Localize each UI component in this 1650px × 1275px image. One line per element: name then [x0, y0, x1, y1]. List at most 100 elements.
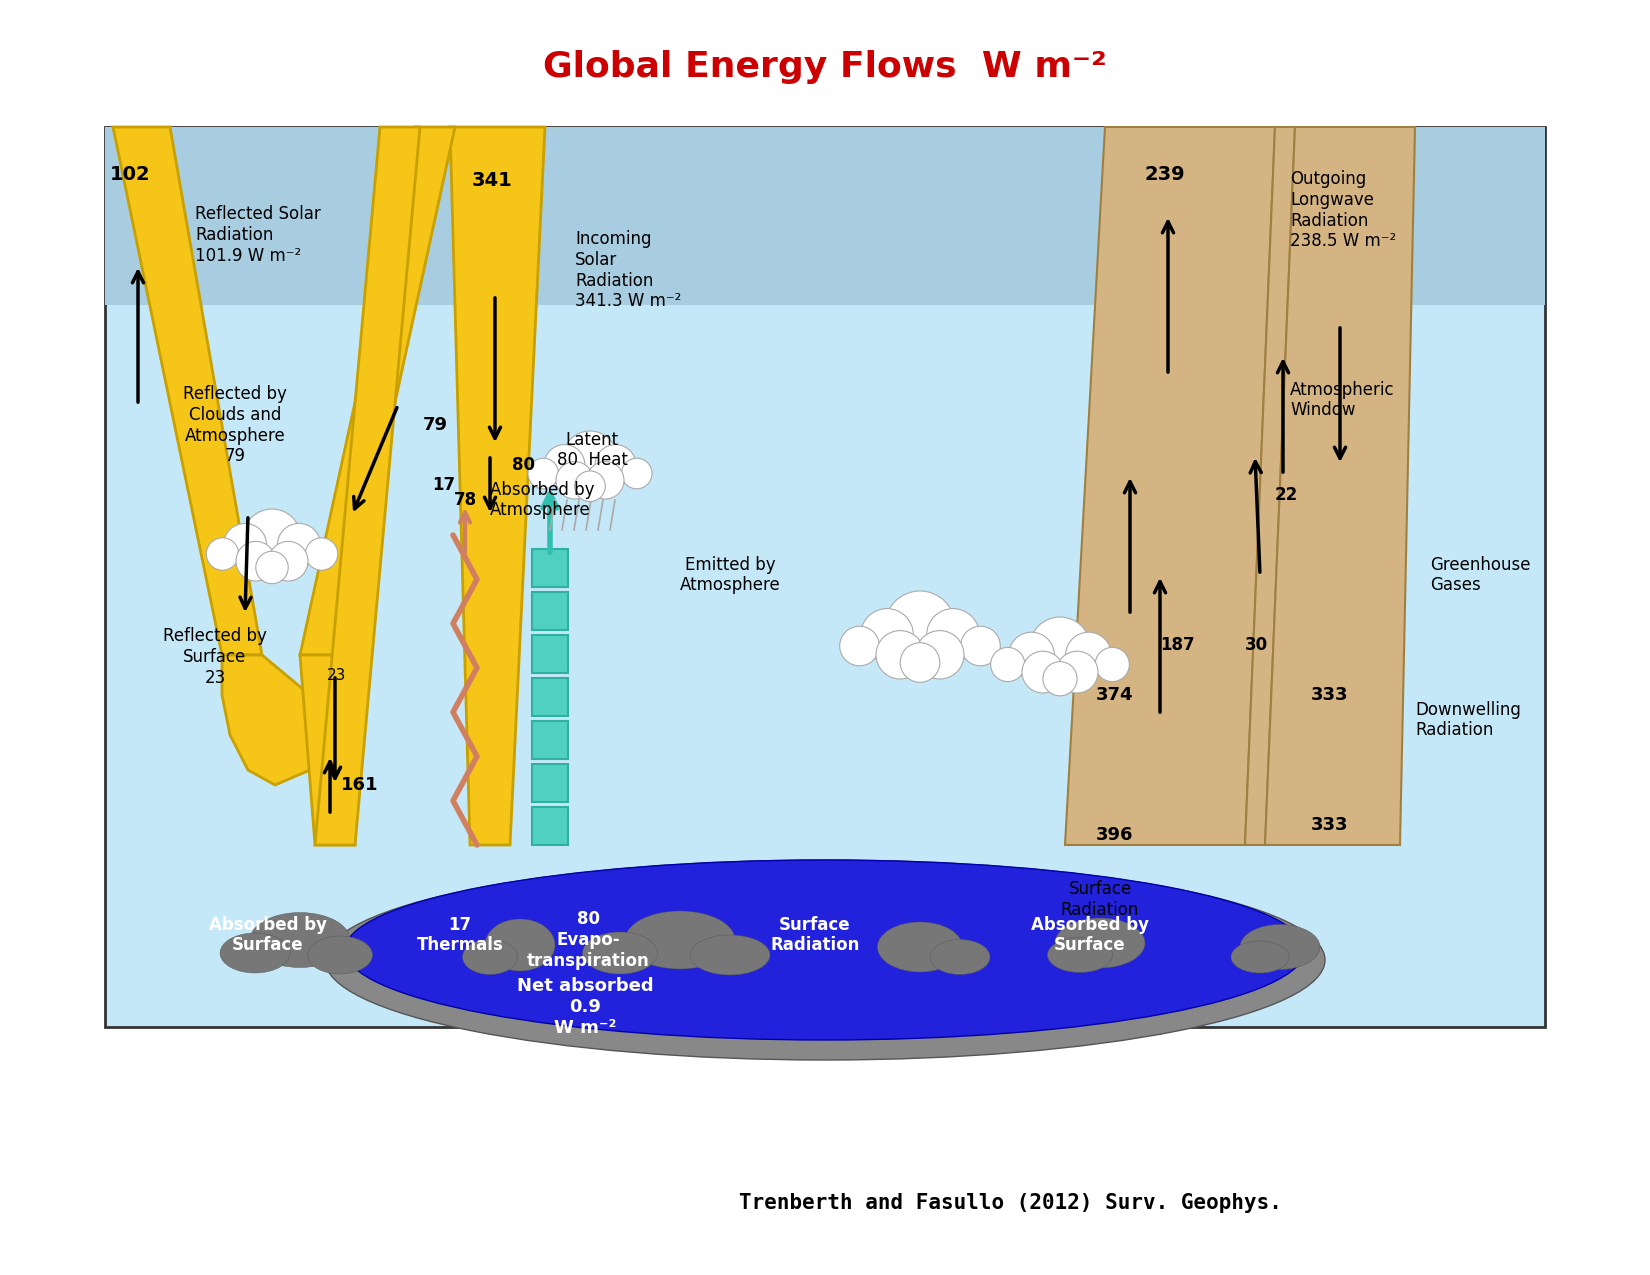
Circle shape [277, 524, 320, 566]
Text: Reflected Solar
Radiation
101.9 W m⁻²: Reflected Solar Radiation 101.9 W m⁻² [195, 205, 320, 265]
Text: Trenberth and Fasullo (2012) Surv. Geophys.: Trenberth and Fasullo (2012) Surv. Geoph… [739, 1193, 1282, 1213]
FancyBboxPatch shape [531, 678, 568, 717]
Polygon shape [112, 128, 262, 655]
Text: 239: 239 [1145, 166, 1185, 185]
FancyBboxPatch shape [106, 128, 1544, 1026]
Text: 80: 80 [512, 456, 535, 474]
Polygon shape [450, 128, 544, 845]
Ellipse shape [625, 912, 734, 969]
Text: Surface
Radiation: Surface Radiation [771, 915, 860, 955]
Circle shape [960, 626, 1000, 666]
FancyBboxPatch shape [531, 550, 568, 586]
Circle shape [596, 445, 635, 486]
Text: Global Energy Flows  W m⁻²: Global Energy Flows W m⁻² [543, 50, 1107, 84]
Polygon shape [1064, 128, 1275, 845]
Polygon shape [1246, 128, 1295, 845]
Polygon shape [1266, 128, 1416, 845]
Circle shape [243, 509, 300, 566]
Circle shape [206, 538, 239, 570]
Circle shape [305, 538, 338, 570]
Circle shape [556, 462, 594, 499]
Ellipse shape [251, 913, 350, 968]
FancyBboxPatch shape [531, 635, 568, 673]
Text: 78: 78 [454, 491, 477, 509]
Ellipse shape [345, 861, 1305, 1040]
Ellipse shape [1231, 941, 1289, 973]
Ellipse shape [931, 940, 990, 974]
Circle shape [1008, 632, 1054, 678]
FancyBboxPatch shape [531, 807, 568, 845]
Text: Greenhouse
Gases: Greenhouse Gases [1431, 556, 1531, 594]
Circle shape [587, 462, 624, 499]
Circle shape [269, 542, 309, 581]
Text: 161: 161 [342, 776, 380, 794]
Circle shape [236, 542, 276, 581]
Ellipse shape [690, 935, 771, 975]
Text: Surface
Radiation: Surface Radiation [1061, 880, 1138, 919]
Text: Absorbed by
Atmosphere: Absorbed by Atmosphere [490, 481, 594, 519]
Text: 30: 30 [1246, 636, 1269, 654]
Circle shape [563, 431, 617, 486]
Circle shape [876, 631, 924, 680]
Circle shape [1096, 648, 1129, 682]
Ellipse shape [582, 932, 657, 974]
Text: 396: 396 [1096, 826, 1134, 844]
Polygon shape [300, 128, 455, 655]
Circle shape [528, 458, 559, 488]
Circle shape [1056, 652, 1097, 694]
Circle shape [1066, 632, 1112, 678]
Circle shape [622, 458, 652, 488]
Text: Incoming
Solar
Radiation
341.3 W m⁻²: Incoming Solar Radiation 341.3 W m⁻² [574, 230, 681, 310]
Text: Absorbed by
Surface: Absorbed by Surface [210, 915, 327, 955]
Ellipse shape [325, 861, 1325, 1060]
Ellipse shape [462, 940, 518, 974]
Text: Latent
80  Heat: Latent 80 Heat [556, 431, 627, 469]
FancyBboxPatch shape [106, 128, 1544, 305]
Circle shape [861, 608, 914, 662]
FancyBboxPatch shape [531, 720, 568, 759]
Polygon shape [315, 128, 421, 845]
Circle shape [574, 470, 606, 501]
Text: Absorbed by
Surface: Absorbed by Surface [1031, 915, 1148, 955]
Circle shape [916, 631, 964, 680]
Text: 102: 102 [109, 166, 150, 185]
Circle shape [901, 643, 940, 682]
Text: Outgoing
Longwave
Radiation
238.5 W m⁻²: Outgoing Longwave Radiation 238.5 W m⁻² [1290, 170, 1396, 250]
Ellipse shape [1048, 937, 1112, 973]
Polygon shape [300, 655, 355, 845]
Text: 17
Thermals: 17 Thermals [416, 915, 503, 955]
Text: 333: 333 [1312, 816, 1348, 834]
Ellipse shape [1241, 924, 1320, 969]
Text: Downwelling
Radiation: Downwelling Radiation [1416, 700, 1521, 739]
Text: 23: 23 [327, 668, 346, 682]
Ellipse shape [307, 936, 373, 974]
Circle shape [223, 524, 267, 566]
Text: 187: 187 [1160, 636, 1195, 654]
Polygon shape [223, 655, 330, 785]
Circle shape [1021, 652, 1064, 694]
Circle shape [1043, 662, 1077, 696]
Text: Reflected by
Surface
23: Reflected by Surface 23 [163, 627, 267, 687]
Text: Atmospheric
Window: Atmospheric Window [1290, 381, 1394, 419]
Ellipse shape [878, 922, 962, 972]
Text: 22: 22 [1275, 486, 1299, 504]
Circle shape [990, 648, 1025, 682]
Circle shape [544, 445, 584, 486]
Circle shape [884, 592, 955, 662]
Circle shape [927, 608, 980, 662]
Text: 79: 79 [422, 416, 447, 434]
Text: Emitted by
Atmosphere: Emitted by Atmosphere [680, 556, 780, 594]
Ellipse shape [485, 919, 554, 972]
Text: 341: 341 [472, 171, 513, 190]
Text: 80
Evapo-
transpiration: 80 Evapo- transpiration [526, 910, 650, 970]
Text: Net absorbed
0.9
W m⁻²: Net absorbed 0.9 W m⁻² [516, 977, 653, 1037]
Text: 374: 374 [1096, 686, 1134, 704]
FancyBboxPatch shape [531, 592, 568, 630]
Circle shape [840, 626, 879, 666]
FancyBboxPatch shape [531, 764, 568, 802]
Circle shape [1030, 617, 1091, 678]
Text: Reflected by
Clouds and
Atmosphere
79: Reflected by Clouds and Atmosphere 79 [183, 385, 287, 465]
Ellipse shape [219, 933, 290, 973]
Text: 333: 333 [1312, 686, 1348, 704]
Ellipse shape [1054, 918, 1145, 968]
